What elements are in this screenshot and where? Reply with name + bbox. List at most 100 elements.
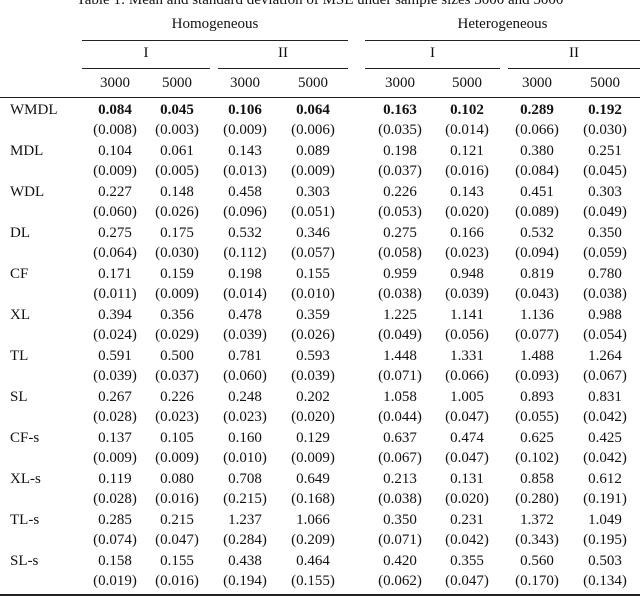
mean-cell: 0.893 (520, 389, 554, 405)
mean-cell: 0.649 (296, 471, 330, 487)
sd-cell: (0.047) (155, 532, 199, 548)
mean-cell: 0.289 (520, 102, 554, 118)
subgroup-header: I (430, 45, 435, 61)
sd-cell: (0.030) (155, 245, 199, 261)
mean-cell: 0.045 (160, 102, 194, 118)
method-name: CF-s (10, 430, 40, 446)
mean-cell: 0.458 (228, 184, 262, 200)
sd-cell: (0.134) (583, 573, 627, 589)
sd-cell: (0.023) (445, 245, 489, 261)
mean-cell: 0.080 (160, 471, 194, 487)
sd-cell: (0.066) (445, 368, 489, 384)
mean-cell: 0.350 (588, 225, 622, 241)
mean-cell: 0.819 (520, 266, 554, 282)
mean-cell: 0.248 (228, 389, 262, 405)
sd-cell: (0.009) (93, 450, 137, 466)
sample-size-header: 3000 (385, 75, 415, 91)
mean-cell: 0.503 (588, 553, 622, 569)
mean-cell: 0.121 (450, 143, 484, 159)
mean-cell: 0.064 (296, 102, 330, 118)
mean-cell: 0.451 (520, 184, 554, 200)
sd-cell: (0.042) (583, 409, 627, 425)
mean-cell: 0.192 (588, 102, 622, 118)
mean-cell: 0.137 (98, 430, 132, 446)
midrule (0, 97, 640, 98)
sd-cell: (0.009) (93, 163, 137, 179)
sd-cell: (0.039) (93, 368, 137, 384)
sd-cell: (0.009) (223, 122, 267, 138)
mean-cell: 0.532 (520, 225, 554, 241)
sample-size-header: 3000 (100, 75, 130, 91)
sd-cell: (0.058) (378, 245, 422, 261)
sd-cell: (0.053) (378, 204, 422, 220)
mean-cell: 0.420 (383, 553, 417, 569)
mean-cell: 0.215 (160, 512, 194, 528)
method-name: SL-s (10, 553, 39, 569)
sd-cell: (0.026) (291, 327, 335, 343)
sd-cell: (0.024) (93, 327, 137, 343)
sd-cell: (0.037) (378, 163, 422, 179)
mean-cell: 0.227 (98, 184, 132, 200)
sd-cell: (0.038) (583, 286, 627, 302)
sample-size-header: 5000 (162, 75, 192, 91)
mean-cell: 0.285 (98, 512, 132, 528)
mean-cell: 0.160 (228, 430, 262, 446)
mean-cell: 1.488 (520, 348, 554, 364)
mean-cell: 0.251 (588, 143, 622, 159)
sd-cell: (0.023) (155, 409, 199, 425)
mean-cell: 0.106 (228, 102, 262, 118)
sd-cell: (0.014) (223, 286, 267, 302)
mean-cell: 0.425 (588, 430, 622, 446)
mean-cell: 0.637 (383, 430, 417, 446)
mean-cell: 0.350 (383, 512, 417, 528)
sample-size-header: 5000 (590, 75, 620, 91)
sd-cell: (0.195) (583, 532, 627, 548)
sd-cell: (0.016) (445, 163, 489, 179)
mean-cell: 0.198 (383, 143, 417, 159)
mean-cell: 0.198 (228, 266, 262, 282)
sd-cell: (0.020) (291, 409, 335, 425)
mean-cell: 0.267 (98, 389, 132, 405)
mean-cell: 0.105 (160, 430, 194, 446)
mean-cell: 0.948 (450, 266, 484, 282)
mean-cell: 0.148 (160, 184, 194, 200)
method-name: DL (10, 225, 30, 241)
mean-cell: 1.136 (520, 307, 554, 323)
cmidrule (365, 68, 500, 69)
table-caption: Table 1: Mean and standard deviation of … (76, 0, 564, 8)
sd-cell: (0.023) (223, 409, 267, 425)
sd-cell: (0.280) (515, 491, 559, 507)
sd-cell: (0.054) (583, 327, 627, 343)
method-name: SL (10, 389, 28, 405)
mean-cell: 1.264 (588, 348, 622, 364)
mean-cell: 0.166 (450, 225, 484, 241)
mean-cell: 0.131 (450, 471, 484, 487)
mean-cell: 1.225 (383, 307, 417, 323)
mean-cell: 0.464 (296, 553, 330, 569)
sd-cell: (0.064) (93, 245, 137, 261)
sd-cell: (0.016) (155, 491, 199, 507)
mean-cell: 0.104 (98, 143, 132, 159)
mean-cell: 0.102 (450, 102, 484, 118)
sd-cell: (0.209) (291, 532, 335, 548)
sd-cell: (0.060) (223, 368, 267, 384)
sd-cell: (0.045) (583, 163, 627, 179)
sd-cell: (0.014) (445, 122, 489, 138)
mean-cell: 1.066 (296, 512, 330, 528)
sd-cell: (0.028) (93, 491, 137, 507)
sd-cell: (0.047) (445, 450, 489, 466)
cmidrule (508, 68, 640, 69)
sd-cell: (0.038) (378, 491, 422, 507)
subgroup-header: II (569, 45, 579, 61)
sample-size-header: 3000 (230, 75, 260, 91)
sd-cell: (0.066) (515, 122, 559, 138)
sd-cell: (0.112) (223, 245, 267, 261)
mean-cell: 0.831 (588, 389, 622, 405)
sd-cell: (0.030) (583, 122, 627, 138)
sd-cell: (0.071) (378, 532, 422, 548)
mean-cell: 0.084 (98, 102, 132, 118)
sd-cell: (0.194) (223, 573, 267, 589)
sd-cell: (0.284) (223, 532, 267, 548)
sd-cell: (0.009) (291, 163, 335, 179)
sample-size-header: 5000 (452, 75, 482, 91)
